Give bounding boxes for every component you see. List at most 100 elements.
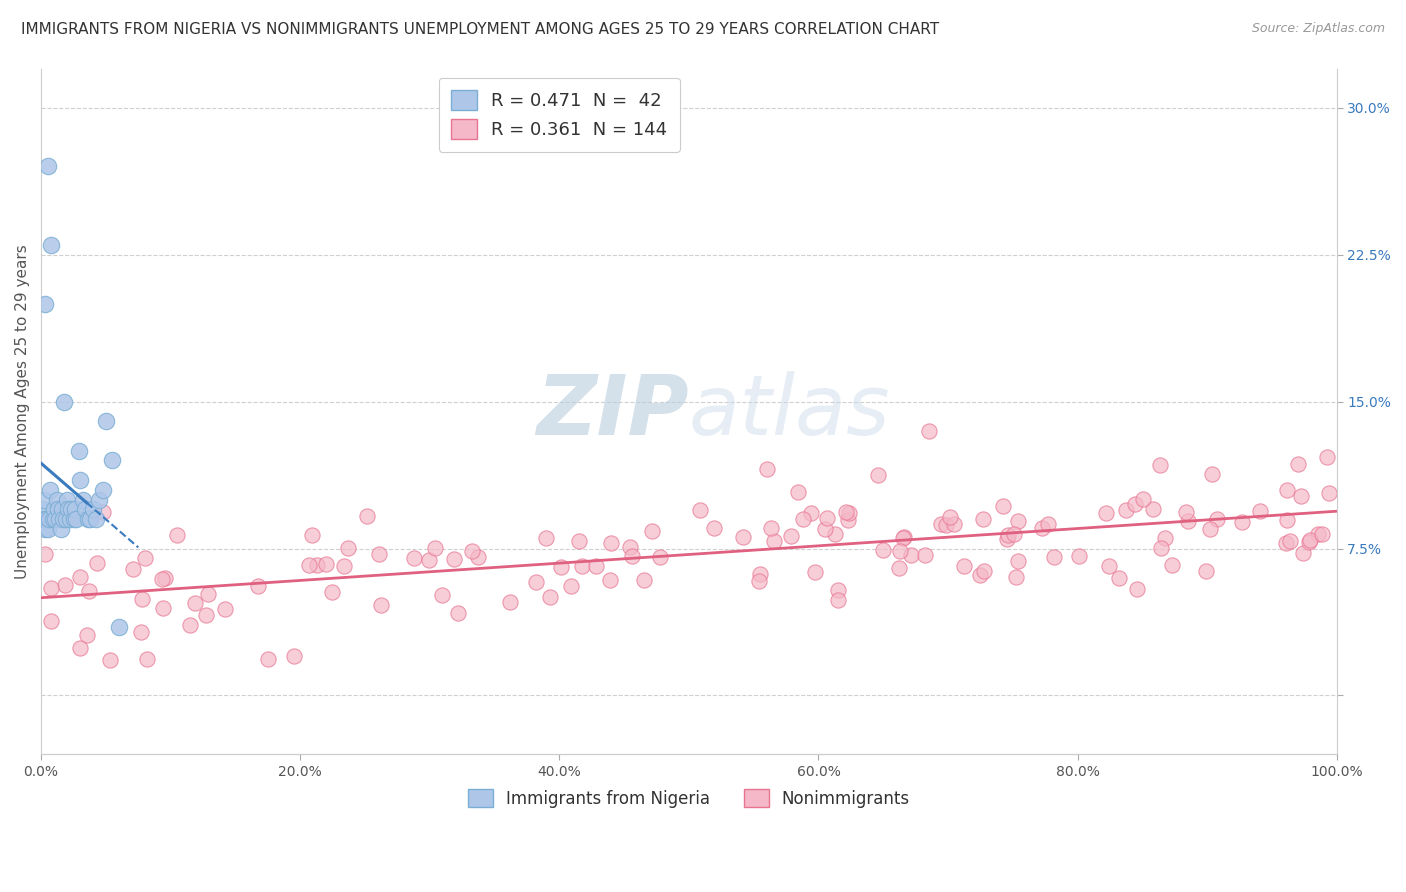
Point [914, 548, 936, 562]
Point [900, 548, 922, 562]
Point [1275, 513, 1298, 527]
Point [1098, 559, 1121, 574]
Point [1177, 515, 1199, 529]
Point [1142, 501, 1164, 516]
Point [835, 505, 858, 519]
Point [55, 512, 77, 526]
Point [815, 511, 838, 525]
Point [152, 572, 174, 586]
Point [763, 533, 786, 548]
Point [337, 541, 360, 556]
Point [404, 550, 426, 565]
Point [194, 608, 217, 623]
Point [53, 394, 76, 409]
Point [122, 562, 145, 576]
Point [1292, 545, 1315, 559]
Y-axis label: Unemployment Among Ages 25 to 29 years: Unemployment Among Ages 25 to 29 years [15, 244, 30, 579]
Point [780, 529, 803, 543]
Point [787, 484, 810, 499]
Point [1174, 505, 1197, 519]
Point [838, 506, 860, 520]
Point [837, 513, 859, 527]
Point [41, 237, 63, 252]
Point [42, 502, 65, 516]
Point [1160, 558, 1182, 572]
Point [443, 552, 465, 566]
Point [872, 543, 894, 558]
Point [748, 574, 770, 588]
Point [39, 581, 62, 595]
Point [893, 530, 915, 544]
Point [37, 160, 59, 174]
Point [571, 559, 593, 574]
Point [39, 483, 62, 497]
Point [197, 587, 219, 601]
Point [969, 567, 991, 582]
Point [621, 549, 644, 563]
Point [356, 508, 378, 523]
Point [814, 523, 837, 537]
Point [918, 424, 941, 438]
Point [524, 575, 547, 590]
Legend: Immigrants from Nigeria, Nonimmigrants: Immigrants from Nigeria, Nonimmigrants [461, 782, 917, 814]
Point [1007, 554, 1029, 568]
Point [418, 553, 440, 567]
Point [1150, 541, 1173, 555]
Point [599, 536, 621, 550]
Point [45, 492, 67, 507]
Point [1108, 571, 1130, 585]
Point [34, 296, 56, 310]
Point [585, 559, 607, 574]
Point [1132, 491, 1154, 506]
Point [34, 547, 56, 561]
Point [1038, 516, 1060, 531]
Point [46, 502, 69, 516]
Point [633, 573, 655, 587]
Point [430, 588, 453, 602]
Point [759, 521, 782, 535]
Point [247, 579, 270, 593]
Point [98, 653, 121, 667]
Point [1154, 531, 1177, 545]
Point [749, 566, 772, 581]
Point [214, 602, 236, 616]
Point [972, 511, 994, 525]
Point [648, 550, 671, 565]
Point [52, 512, 75, 526]
Point [1115, 503, 1137, 517]
Point [48, 512, 70, 526]
Point [1316, 450, 1339, 465]
Point [56, 492, 79, 507]
Point [131, 592, 153, 607]
Point [824, 527, 846, 541]
Point [69, 570, 91, 584]
Point [301, 528, 323, 542]
Point [935, 517, 957, 532]
Point [1275, 483, 1298, 497]
Point [84, 512, 107, 526]
Point [1095, 506, 1118, 520]
Point [368, 548, 391, 562]
Point [31, 502, 53, 516]
Point [467, 550, 489, 565]
Point [538, 590, 561, 604]
Point [370, 598, 392, 612]
Point [887, 561, 910, 575]
Point [1310, 526, 1333, 541]
Point [619, 540, 641, 554]
Text: ZIP: ZIP [536, 371, 689, 452]
Point [89, 492, 111, 507]
Point [58, 502, 80, 516]
Text: Source: ZipAtlas.com: Source: ZipAtlas.com [1251, 22, 1385, 36]
Point [1278, 534, 1301, 549]
Point [731, 530, 754, 544]
Point [75, 502, 97, 516]
Point [499, 595, 522, 609]
Point [134, 551, 156, 566]
Point [756, 462, 779, 476]
Point [321, 585, 343, 599]
Point [1069, 549, 1091, 563]
Point [568, 533, 591, 548]
Point [891, 531, 914, 545]
Point [689, 503, 711, 517]
